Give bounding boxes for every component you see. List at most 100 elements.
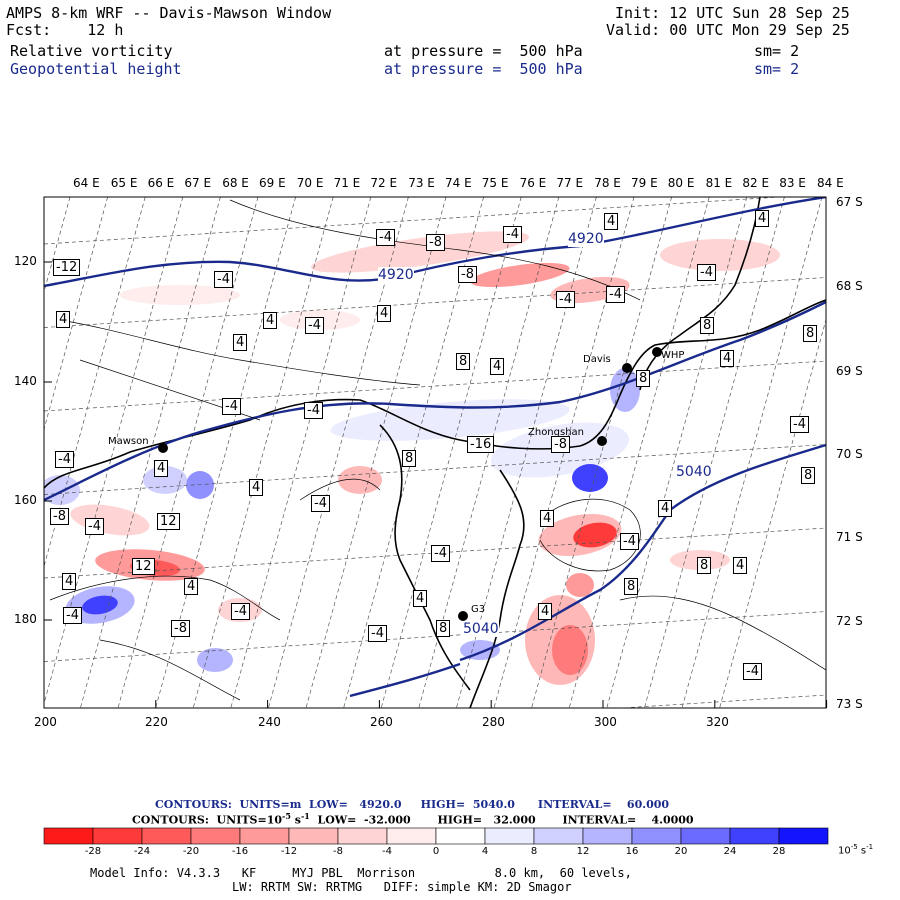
colorbar-tick-label: -8 (333, 846, 343, 857)
vorticity-label: 8 (801, 467, 816, 484)
station-label: Zhongshan (528, 427, 585, 438)
vorticity-label: -4 (304, 402, 323, 419)
vorticity-label: -4 (311, 495, 330, 512)
lon-label: 75 E (481, 176, 509, 190)
vorticity-label: 8 (624, 578, 639, 595)
vorticity-label: -4 (222, 398, 241, 415)
lat-label: 71 S (836, 530, 863, 544)
lon-label: 72 E (370, 176, 398, 190)
lon-label: 69 E (259, 176, 286, 190)
vorticity-label: -16 (467, 436, 495, 453)
height-label: 4920 (568, 231, 604, 247)
grid-x-label: 280 (482, 715, 505, 729)
vorticity-label: 4 (490, 358, 505, 375)
lat-label: 73 S (836, 697, 863, 711)
vorticity-contours (49, 199, 826, 701)
station-label: WHP (661, 350, 685, 361)
field2-smooth: sm= 2 (754, 60, 800, 78)
vorticity-label: 4 (62, 573, 77, 590)
colorbar-tick-label: 28 (772, 846, 786, 857)
valid-time: Valid: 00 UTC Mon 29 Sep 25 (606, 21, 850, 39)
vorticity-label: -4 (620, 533, 639, 550)
field2-name: Geopotential height (10, 60, 182, 78)
station-label: Davis (583, 354, 611, 365)
field2-level: at pressure = 500 hPa (384, 60, 583, 78)
colorbar-tick-label: -24 (133, 846, 151, 857)
lon-label: 80 E (667, 176, 695, 190)
vorticity-label: 8 (436, 620, 451, 637)
lon-label: 81 E (705, 176, 733, 190)
station-markers (158, 347, 662, 621)
station-dot (158, 443, 168, 453)
grid-y-label: 160 (14, 493, 37, 507)
station-label: G3 (471, 604, 486, 615)
grid-x-label: 260 (370, 715, 393, 729)
lon-label: 77 E (556, 176, 584, 190)
physics-info: LW: RRTM SW: RRTMG DIFF: simple KM: 2D S… (232, 880, 572, 894)
vorticity-label: 4 (540, 510, 555, 527)
vorticity-label: 12 (157, 513, 180, 530)
forecast-hour: Fcst: 12 h (6, 21, 124, 39)
vorticity-label: -4 (606, 286, 625, 303)
vorticity-label: -4 (556, 291, 575, 308)
colorbar-tick-label: 24 (723, 846, 737, 857)
vorticity-label: -8 (458, 266, 477, 283)
model-info: Model Info: V4.3.3 KF MYJ PBL Morrison 8… (90, 866, 632, 880)
colorbar-tick-label: -12 (280, 846, 298, 857)
vorticity-label: -4 (503, 226, 522, 243)
vorticity-label: 4 (233, 334, 248, 351)
lat-label: 70 S (836, 447, 863, 461)
station-dot (652, 347, 662, 357)
lon-label: 68 E (222, 176, 249, 190)
colorbar-tick-label: 4 (481, 846, 489, 857)
lon-label: 74 E (445, 176, 472, 190)
vorticity-label: 4 (56, 311, 71, 328)
vorticity-label: 4 (184, 578, 199, 595)
lon-label: 70 E (296, 176, 324, 190)
lon-label: 83 E (779, 176, 806, 190)
colorbar-tick-label: 12 (576, 846, 590, 857)
lon-label: 66 E (147, 176, 175, 190)
vorticity-label: 8 (402, 450, 417, 467)
lon-label: 73 E (408, 176, 435, 190)
chart-title: AMPS 8-km WRF -- Davis-Mawson Window (6, 4, 332, 22)
lat-label: 68 S (836, 279, 863, 293)
field1-name: Relative vorticity (10, 42, 173, 60)
vorticity-label: 4 (263, 312, 278, 329)
vorticity-label: 4 (377, 305, 392, 322)
lat-label: 69 S (836, 364, 863, 378)
lon-label: 79 E (631, 176, 658, 190)
vorticity-contour-info: CONTOURS: UNITS=10-5 s-1 LOW= -32.000 HI… (132, 811, 694, 827)
grid-x-label: 240 (258, 715, 281, 729)
vorticity-label: -4 (431, 545, 450, 562)
vorticity-label: 8 (697, 557, 712, 574)
vorticity-label: -8 (426, 234, 445, 251)
colorbar-tick-label: 8 (530, 846, 538, 857)
colorbar-tick-label: -20 (182, 846, 200, 857)
station-dot (622, 363, 632, 373)
vorticity-label: 4 (538, 603, 553, 620)
init-time: Init: 12 UTC Sun 28 Sep 25 (615, 4, 850, 22)
vorticity-label: -8 (551, 436, 570, 453)
grid-y-label: 140 (14, 374, 37, 388)
vorticity-label: -8 (50, 508, 69, 525)
height-label: 5040 (676, 464, 712, 480)
colorbar-tick-label: -4 (382, 846, 392, 857)
vorticity-label: 8 (636, 370, 651, 387)
vorticity-label: -12 (53, 259, 81, 276)
height-label: 4920 (378, 267, 414, 283)
height-label: 5040 (463, 621, 499, 637)
vorticity-label: -8 (171, 620, 190, 637)
vorticity-label: 4 (720, 350, 735, 367)
lon-label: 65 E (110, 176, 138, 190)
colorbar-tick-label: 16 (625, 846, 639, 857)
field1-smooth: sm= 2 (754, 42, 800, 60)
station-label: Mawson (108, 436, 149, 447)
station-dot (458, 611, 468, 621)
vorticity-label: 4 (755, 210, 770, 227)
vorticity-label: 8 (700, 317, 715, 334)
lon-label: 64 E (73, 176, 100, 190)
vorticity-label: -4 (790, 416, 809, 433)
vorticity-label: 4 (658, 500, 673, 517)
